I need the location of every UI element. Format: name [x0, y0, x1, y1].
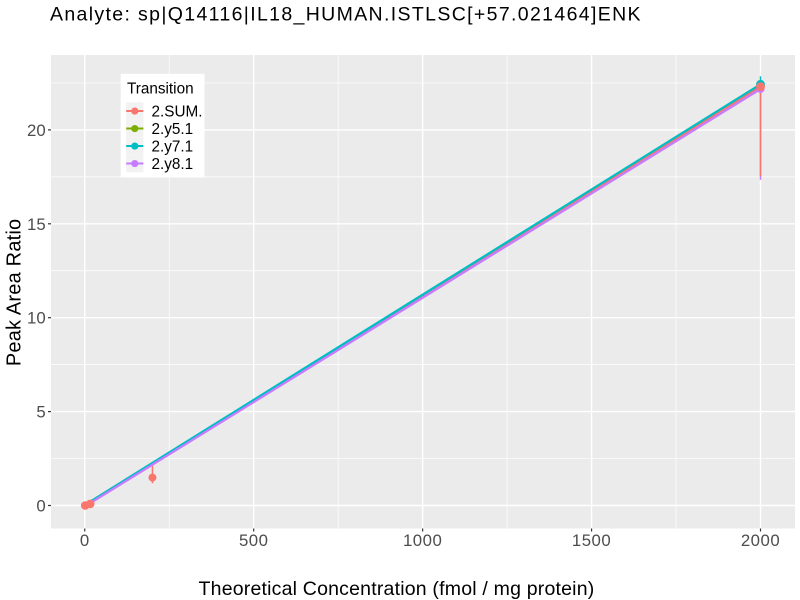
svg-text:Analyte: sp|Q14116|IL18_HUMAN.: Analyte: sp|Q14116|IL18_HUMAN.ISTLSC[+57…: [50, 3, 642, 25]
svg-text:0: 0: [36, 497, 45, 516]
svg-text:Transition: Transition: [127, 81, 194, 98]
svg-text:2000: 2000: [741, 531, 780, 550]
svg-text:Peak Area Ratio: Peak Area Ratio: [4, 219, 26, 367]
svg-text:15: 15: [27, 215, 46, 234]
svg-text:0: 0: [80, 531, 90, 550]
svg-text:10: 10: [27, 309, 46, 328]
svg-text:Theoretical Concentration (fmo: Theoretical Concentration (fmol / mg pro…: [199, 578, 595, 600]
svg-text:5: 5: [36, 403, 45, 422]
svg-text:20: 20: [27, 121, 46, 140]
svg-text:1000: 1000: [403, 531, 442, 550]
svg-text:2.y5.1: 2.y5.1: [152, 121, 194, 138]
svg-text:1500: 1500: [572, 531, 611, 550]
svg-text:2.y8.1: 2.y8.1: [152, 156, 194, 173]
svg-text:500: 500: [239, 531, 269, 550]
svg-text:2.y7.1: 2.y7.1: [152, 138, 194, 155]
svg-text:2.SUM.: 2.SUM.: [152, 103, 203, 120]
